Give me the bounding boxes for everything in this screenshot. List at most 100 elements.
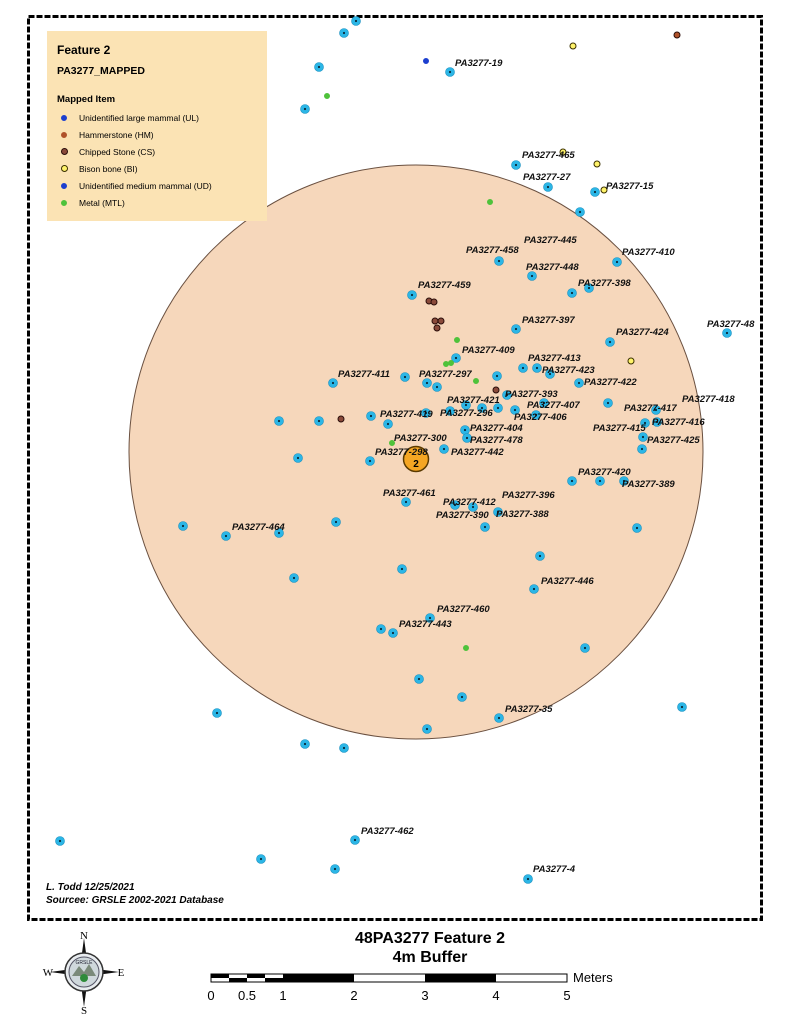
map-point[interactable]	[511, 324, 521, 334]
map-point[interactable]	[493, 507, 503, 517]
map-item[interactable]	[673, 31, 681, 39]
map-item[interactable]	[443, 361, 449, 367]
map-point[interactable]	[274, 416, 284, 426]
map-item[interactable]	[454, 337, 460, 343]
map-point[interactable]	[595, 476, 605, 486]
map-point[interactable]	[445, 406, 455, 416]
map-point[interactable]	[640, 418, 650, 428]
map-point[interactable]	[722, 328, 732, 338]
map-point[interactable]	[637, 444, 647, 454]
map-item[interactable]	[430, 298, 438, 306]
map-point[interactable]	[330, 864, 340, 874]
map-point[interactable]	[612, 257, 622, 267]
map-point[interactable]	[477, 403, 487, 413]
map-point[interactable]	[535, 551, 545, 561]
map-point[interactable]	[457, 692, 467, 702]
map-point[interactable]	[339, 28, 349, 38]
map-item[interactable]	[559, 148, 567, 156]
map-point[interactable]	[55, 836, 65, 846]
map-point[interactable]	[502, 390, 512, 400]
map-point[interactable]	[619, 476, 629, 486]
map-point[interactable]	[460, 425, 470, 435]
map-point[interactable]	[590, 187, 600, 197]
map-point[interactable]	[407, 290, 417, 300]
map-point[interactable]	[300, 739, 310, 749]
map-point[interactable]	[531, 410, 541, 420]
map-point[interactable]	[532, 363, 542, 373]
map-point[interactable]	[425, 613, 435, 623]
map-point[interactable]	[539, 398, 549, 408]
map-point[interactable]	[376, 624, 386, 634]
map-point[interactable]	[574, 378, 584, 388]
map-frame[interactable]: 2 PA3277-19 PA3277-465 PA3277-27 PA3277-15 P…	[27, 15, 763, 921]
map-point[interactable]	[461, 400, 471, 410]
map-point[interactable]	[414, 674, 424, 684]
map-point[interactable]	[400, 372, 410, 382]
map-point[interactable]	[518, 363, 528, 373]
map-point[interactable]	[584, 283, 594, 293]
map-point[interactable]	[529, 584, 539, 594]
map-point[interactable]	[221, 531, 231, 541]
map-item[interactable]	[473, 378, 479, 384]
feature-marker[interactable]: 2	[402, 445, 430, 473]
map-item[interactable]	[423, 58, 429, 64]
map-point[interactable]	[351, 16, 361, 26]
map-point[interactable]	[651, 405, 661, 415]
map-point[interactable]	[445, 67, 455, 77]
map-point[interactable]	[331, 517, 341, 527]
map-item[interactable]	[337, 415, 345, 423]
map-item[interactable]	[324, 93, 330, 99]
map-point[interactable]	[293, 453, 303, 463]
map-point[interactable]	[300, 104, 310, 114]
map-point[interactable]	[350, 835, 360, 845]
map-point[interactable]	[432, 382, 442, 392]
map-point[interactable]	[421, 408, 431, 418]
map-item[interactable]	[492, 386, 500, 394]
map-point[interactable]	[450, 500, 460, 510]
map-item[interactable]	[437, 317, 445, 325]
map-point[interactable]	[603, 398, 613, 408]
map-point[interactable]	[328, 378, 338, 388]
map-item[interactable]	[487, 199, 493, 205]
map-point[interactable]	[451, 353, 461, 363]
map-point[interactable]	[339, 743, 349, 753]
map-point[interactable]	[575, 207, 585, 217]
map-point[interactable]	[493, 403, 503, 413]
map-point[interactable]	[468, 502, 478, 512]
map-point[interactable]	[677, 702, 687, 712]
map-point[interactable]	[289, 573, 299, 583]
map-point[interactable]	[383, 419, 393, 429]
map-item[interactable]	[431, 317, 439, 325]
map-point[interactable]	[462, 433, 472, 443]
map-point[interactable]	[178, 521, 188, 531]
map-item[interactable]	[448, 360, 454, 366]
map-item[interactable]	[433, 324, 441, 332]
map-item[interactable]	[389, 440, 395, 446]
map-point[interactable]	[314, 416, 324, 426]
map-point[interactable]	[492, 371, 502, 381]
map-point[interactable]	[511, 160, 521, 170]
map-point[interactable]	[545, 369, 555, 379]
map-point[interactable]	[422, 378, 432, 388]
map-point[interactable]	[523, 874, 533, 884]
map-point[interactable]	[480, 522, 490, 532]
map-point[interactable]	[397, 564, 407, 574]
map-point[interactable]	[422, 724, 432, 734]
map-point[interactable]	[494, 256, 504, 266]
map-point[interactable]	[494, 713, 504, 723]
map-point[interactable]	[510, 405, 520, 415]
map-item[interactable]	[463, 645, 469, 651]
map-point[interactable]	[567, 476, 577, 486]
map-point[interactable]	[652, 417, 662, 427]
map-point[interactable]	[256, 854, 266, 864]
map-point[interactable]	[632, 523, 642, 533]
map-point[interactable]	[401, 497, 411, 507]
map-point[interactable]	[212, 708, 222, 718]
map-point[interactable]	[638, 432, 648, 442]
map-point[interactable]	[580, 643, 590, 653]
map-point[interactable]	[543, 182, 553, 192]
map-point[interactable]	[527, 271, 537, 281]
map-item[interactable]	[593, 160, 601, 168]
map-item[interactable]	[569, 42, 577, 50]
map-point[interactable]	[366, 411, 376, 421]
